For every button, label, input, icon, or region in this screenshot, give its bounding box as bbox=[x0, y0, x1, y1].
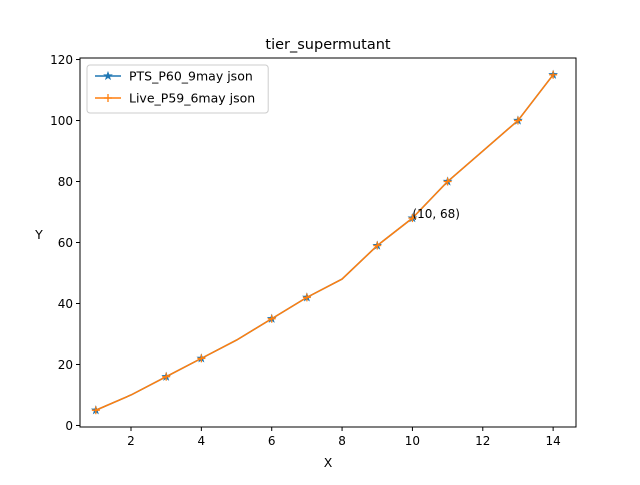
legend-swatch-marker bbox=[104, 94, 112, 102]
point-annotation: (10, 68) bbox=[412, 207, 460, 221]
legend: PTS_P60_9may json Live_P59_6may json bbox=[86, 64, 269, 114]
series-2-point bbox=[373, 241, 382, 250]
x-tick-label: 2 bbox=[127, 434, 135, 448]
y-tick-label: 80 bbox=[58, 175, 73, 189]
x-tick-label: 10 bbox=[405, 434, 420, 448]
series-2-point bbox=[197, 354, 206, 363]
x-axis-label: X bbox=[324, 455, 333, 470]
y-tick-label: 60 bbox=[58, 236, 73, 250]
y-tick-label: 40 bbox=[58, 297, 73, 311]
plot-area: (10, 68) bbox=[90, 69, 558, 415]
series-2-point bbox=[91, 406, 100, 415]
y-axis-label: Y bbox=[34, 227, 43, 242]
y-tick-label: 20 bbox=[58, 358, 73, 372]
series-2-point bbox=[302, 293, 311, 302]
series-2-point bbox=[408, 214, 417, 223]
axis-ticks: 2 4 6 8 10 12 14 0 20 40 60 80 100 120 bbox=[50, 53, 561, 448]
x-tick-label: 8 bbox=[338, 434, 346, 448]
y-tick-label: 120 bbox=[50, 53, 73, 67]
x-tick-label: 12 bbox=[475, 434, 490, 448]
series-line-2 bbox=[94, 73, 555, 412]
legend-box bbox=[86, 64, 269, 114]
series-2-point bbox=[162, 372, 171, 381]
series-2-point bbox=[549, 70, 558, 79]
y-tick-label: 0 bbox=[65, 419, 73, 433]
series-2-point bbox=[267, 314, 276, 323]
legend-label: Live_P59_6may json bbox=[129, 91, 255, 106]
chart-title: tier_supermutant bbox=[265, 37, 390, 53]
series-2-point bbox=[443, 177, 452, 186]
legend-swatch-marker bbox=[103, 70, 113, 81]
x-tick-label: 14 bbox=[545, 434, 560, 448]
series-line-1 bbox=[94, 73, 555, 412]
y-tick-label: 100 bbox=[50, 114, 73, 128]
x-tick-label: 4 bbox=[198, 434, 206, 448]
x-tick-label: 6 bbox=[268, 434, 276, 448]
series-2-point bbox=[513, 116, 522, 125]
legend-label: PTS_P60_9may json bbox=[129, 69, 253, 84]
